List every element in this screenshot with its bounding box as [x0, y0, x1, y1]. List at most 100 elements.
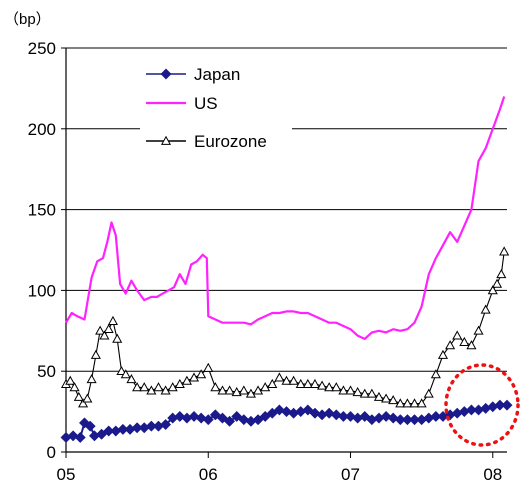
- data-point: [99, 330, 110, 340]
- y-axis-ticks: 0 50 100 150 200 250: [28, 39, 66, 462]
- legend-marker: [160, 135, 172, 145]
- data-point: [116, 365, 127, 376]
- x-tick-label: 06: [199, 465, 218, 484]
- data-point: [84, 420, 96, 432]
- data-point: [409, 398, 420, 408]
- data-point: [288, 375, 299, 385]
- data-point: [309, 378, 321, 388]
- data-point: [459, 336, 470, 346]
- data-point: [188, 410, 200, 423]
- legend-label: US: [194, 94, 218, 113]
- data-point: [67, 430, 79, 442]
- legend-label: Eurozone: [194, 132, 267, 151]
- legend: Japan US Eurozone: [140, 60, 292, 156]
- data-point: [317, 380, 328, 390]
- data-point: [496, 269, 507, 279]
- y-tick-label: 0: [47, 443, 56, 462]
- data-point: [210, 382, 221, 392]
- data-point: [437, 349, 449, 359]
- data-point: [167, 382, 178, 392]
- data-point: [95, 325, 106, 335]
- y-tick-label: 50: [37, 362, 56, 381]
- y-tick-label: 150: [28, 201, 56, 220]
- unit-label: （bp）: [4, 11, 51, 28]
- series-japan: [60, 399, 513, 444]
- data-point: [112, 333, 123, 343]
- data-point: [416, 398, 427, 408]
- data-point: [302, 378, 313, 388]
- data-point: [295, 378, 306, 388]
- highlight-circle: [444, 363, 520, 447]
- legend-item-us: US: [146, 94, 218, 113]
- data-point: [381, 393, 392, 403]
- data-point: [107, 315, 118, 325]
- data-point: [252, 385, 264, 395]
- data-point: [324, 382, 335, 392]
- data-point: [132, 382, 143, 392]
- data-point: [120, 369, 131, 379]
- data-point: [203, 362, 214, 372]
- data-point: [395, 398, 406, 408]
- data-point: [73, 391, 84, 401]
- data-point: [78, 417, 91, 429]
- grid: [66, 47, 507, 372]
- data-point: [65, 375, 76, 385]
- data-point: [146, 385, 157, 395]
- data-point: [231, 386, 242, 397]
- series-line: [65, 96, 506, 340]
- series-layer: [60, 96, 513, 444]
- x-tick-label: 07: [341, 465, 360, 484]
- legend-item-eurozone: Eurozone: [146, 132, 267, 151]
- data-point: [74, 431, 86, 444]
- data-point: [359, 388, 370, 398]
- x-tick-label: 05: [57, 465, 76, 484]
- data-point: [174, 378, 185, 388]
- data-point: [480, 304, 491, 314]
- data-point: [352, 386, 363, 397]
- data-point: [499, 246, 510, 256]
- data-point: [430, 369, 441, 379]
- data-point: [78, 398, 89, 408]
- data-point: [445, 340, 456, 350]
- data-point: [196, 369, 207, 379]
- data-point: [281, 375, 292, 385]
- data-point: [238, 385, 249, 395]
- data-point: [188, 372, 200, 382]
- data-point: [260, 382, 271, 392]
- data-point: [402, 398, 413, 408]
- data-point: [139, 382, 150, 392]
- data-point: [217, 385, 228, 395]
- data-point: [345, 385, 356, 395]
- data-point: [373, 391, 385, 401]
- data-point: [331, 382, 342, 392]
- data-point: [245, 388, 256, 398]
- data-point: [487, 285, 498, 295]
- data-point: [103, 323, 114, 334]
- data-point: [90, 349, 101, 359]
- data-point: [466, 340, 477, 350]
- y-tick-label: 200: [28, 120, 56, 139]
- data-point: [69, 382, 80, 392]
- legend-item-japan: Japan: [146, 65, 240, 84]
- legend-marker: [160, 68, 172, 80]
- data-point: [267, 378, 278, 388]
- data-point: [388, 395, 399, 405]
- data-point: [82, 393, 93, 403]
- data-point: [224, 385, 235, 395]
- data-point: [473, 325, 484, 335]
- data-point: [126, 374, 137, 384]
- y-tick-label: 250: [28, 39, 56, 58]
- data-point: [86, 374, 97, 384]
- data-point: [501, 399, 513, 411]
- data-point: [338, 385, 349, 395]
- series-us: [65, 96, 506, 340]
- data-point: [452, 330, 463, 340]
- data-point: [153, 382, 164, 392]
- data-point: [423, 388, 434, 398]
- x-tick-label: 08: [483, 465, 502, 484]
- data-point: [202, 414, 214, 426]
- legend-label: Japan: [194, 65, 240, 84]
- series-eurozone: [60, 246, 510, 408]
- data-point: [209, 409, 221, 421]
